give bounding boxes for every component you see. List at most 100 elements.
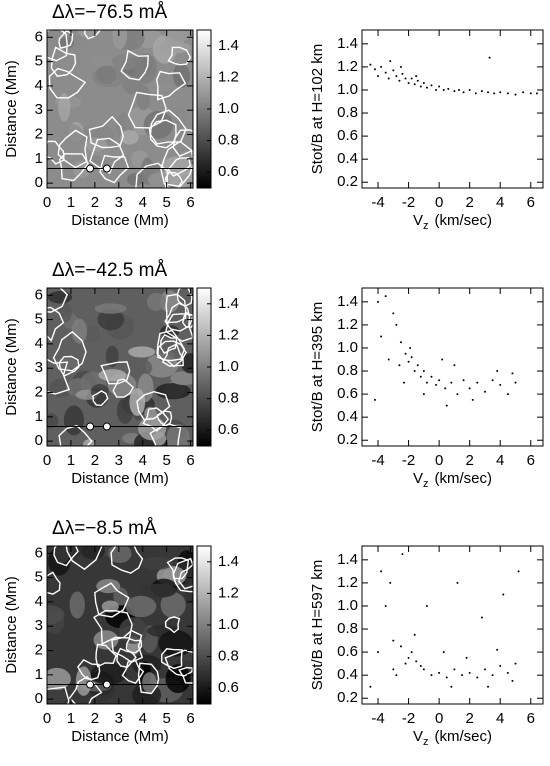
point (392, 639, 395, 642)
contour (142, 407, 170, 432)
x-tick-label: 3 (115, 710, 123, 727)
y-tick-label: 2 (35, 641, 43, 658)
granule (128, 346, 156, 358)
marker (102, 422, 111, 431)
colorbar-tick-label: 0.8 (218, 648, 239, 665)
point (389, 581, 392, 584)
colorbar-tick-label: 0.8 (218, 390, 239, 407)
axes-frame (361, 29, 544, 189)
point (416, 79, 419, 82)
granule (95, 65, 117, 85)
point (398, 79, 401, 82)
x-axis-label-rest: (km/sec) (435, 212, 493, 229)
marker (86, 164, 95, 173)
point (487, 685, 490, 688)
colorbar-tick-label: 0.8 (218, 132, 239, 149)
x-tick-label: 3 (115, 194, 123, 211)
granule (155, 383, 191, 400)
point (514, 662, 517, 665)
x-axis-label-main: V (413, 212, 423, 229)
x-tick-label: -2 (402, 194, 415, 211)
x-tick-label: 1 (67, 194, 75, 211)
scatter-panel: -4 -2 0 2 4 6 0.2 0.4 0.6 0.8 1.0 1.2 1.4 Vz (km/sec) S… (309, 287, 544, 490)
granule (69, 591, 85, 619)
point (415, 660, 418, 663)
granule (96, 578, 121, 594)
y-tick-label: 5 (35, 569, 43, 586)
granule (75, 666, 92, 696)
y-tick-label: 1.2 (337, 58, 358, 75)
y-tick-label: 1.2 (337, 574, 358, 591)
point (419, 664, 422, 667)
colorbar-tick-label: 0.6 (218, 421, 239, 438)
colorbar-tick-label: 1.2 (218, 584, 239, 601)
contour (47, 288, 69, 313)
point (399, 645, 402, 648)
colorbar-tick-label: 1.2 (218, 68, 239, 85)
granule (58, 93, 71, 122)
axes-frame (361, 545, 544, 705)
x-axis-label: Vz (km/sec) (413, 728, 492, 748)
y-tick-label: 0.4 (337, 408, 358, 425)
y-tick-label: 0.2 (337, 689, 358, 706)
contour (159, 333, 178, 355)
granule (142, 672, 157, 693)
y-axis-label: Stot/B at H=102 km (309, 44, 326, 174)
point (435, 383, 438, 386)
marker (86, 680, 95, 689)
granule (143, 110, 173, 139)
point (384, 604, 387, 607)
intensity-image (47, 546, 193, 704)
contour (94, 582, 130, 618)
point (401, 72, 404, 75)
y-tick-label: 6 (35, 544, 43, 561)
x-axis-label-main: V (413, 470, 423, 487)
contour (125, 637, 143, 654)
point (387, 358, 390, 361)
contour (160, 648, 183, 670)
point (384, 295, 387, 298)
x-tick-label: -4 (371, 710, 384, 727)
y-axis-label: Distance (Mm) (3, 318, 20, 416)
point (380, 335, 383, 338)
y-tick-label: 3 (35, 617, 43, 634)
granule (125, 595, 157, 618)
point (453, 90, 456, 93)
x-tick-label: 6 (527, 710, 535, 727)
x-tick-label: 6 (186, 452, 194, 469)
point (413, 83, 416, 86)
point (493, 92, 496, 95)
contour (165, 313, 193, 342)
point (441, 358, 444, 361)
point (496, 370, 499, 373)
granule (47, 291, 73, 304)
point (447, 87, 450, 90)
contour (53, 546, 79, 567)
granule (47, 413, 59, 429)
x-tick-label: 2 (91, 194, 99, 211)
x-tick-label: 2 (466, 710, 474, 727)
colorbar-tick-label: 0.6 (218, 163, 239, 180)
granule (71, 318, 88, 344)
x-tick-label: -4 (371, 452, 384, 469)
contour (160, 140, 193, 188)
y-tick-label: 1.4 (337, 35, 358, 52)
point (453, 668, 456, 671)
scatter-panel: -4 -2 0 2 4 6 0.2 0.4 0.6 0.8 1.0 1.2 1.4 Vz (km/sec) S… (309, 545, 544, 748)
point (419, 375, 422, 378)
point (499, 91, 502, 94)
y-tick-label: 4 (35, 593, 43, 610)
colorbar-tick-label: 1.0 (218, 100, 239, 117)
scatter-panel: -4 -2 0 2 4 6 0.2 0.4 0.6 0.8 1.0 1.2 1.4 Vz (km/sec) S… (309, 29, 544, 232)
contour (167, 46, 192, 66)
point (499, 383, 502, 386)
intensity-image (47, 288, 193, 446)
y-tick-label: 0.4 (337, 150, 358, 167)
y-tick-label: 3 (35, 359, 43, 376)
granule (170, 371, 193, 386)
axes-frame (46, 545, 194, 705)
contour (121, 659, 145, 685)
point (403, 381, 406, 384)
